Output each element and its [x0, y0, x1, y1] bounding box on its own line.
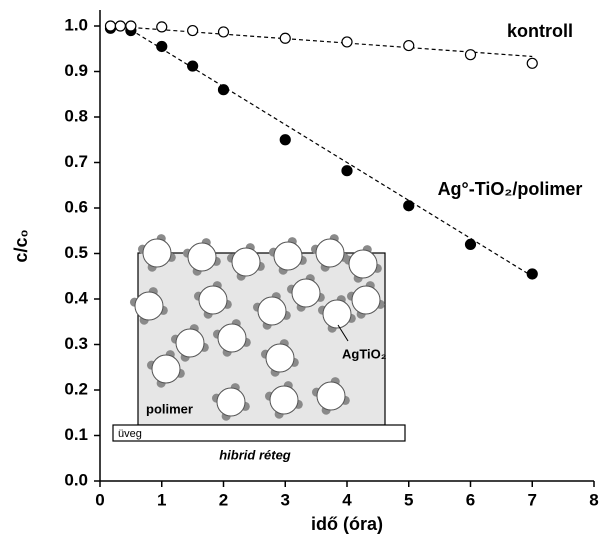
particle [257, 296, 287, 326]
x-tick-label: 2 [219, 490, 228, 509]
series-label: kontroll [507, 21, 573, 41]
particle [265, 343, 295, 373]
point [526, 268, 538, 280]
point [217, 26, 230, 38]
particle [187, 242, 217, 272]
point [526, 57, 538, 69]
x-tick-label: 3 [281, 490, 290, 509]
point [104, 20, 117, 32]
series-label: Ag°-TiO₂/polimer [438, 179, 583, 199]
point [217, 84, 230, 96]
point [187, 24, 199, 37]
particle [348, 249, 378, 279]
inset-label: üveg [118, 428, 142, 440]
point [464, 49, 477, 61]
particle [217, 323, 247, 353]
particle [273, 241, 303, 271]
y-tick-label: 0.7 [64, 152, 88, 171]
y-axis-label: c/c₀ [11, 229, 31, 262]
particle [269, 385, 299, 415]
x-tick-label: 8 [589, 490, 598, 509]
y-tick-label: 0.6 [64, 197, 88, 216]
point [156, 40, 168, 53]
x-tick-label: 5 [404, 490, 413, 509]
particle [198, 285, 228, 315]
y-tick-label: 0.3 [64, 334, 88, 353]
particle [231, 247, 261, 277]
point [403, 200, 415, 212]
point [279, 134, 291, 146]
particle [216, 387, 246, 417]
point [341, 36, 353, 48]
y-tick-label: 0.8 [64, 106, 88, 125]
y-tick-label: 0.2 [64, 379, 88, 398]
trend-line [110, 25, 533, 58]
point [464, 238, 477, 250]
point [279, 32, 291, 44]
y-tick-label: 0.9 [64, 61, 88, 80]
point [125, 20, 137, 32]
y-tick-label: 0.4 [64, 288, 88, 307]
particle [175, 328, 205, 358]
inset-label: polimer [146, 401, 193, 416]
x-tick-label: 4 [342, 490, 352, 509]
point [403, 39, 415, 52]
point [341, 165, 353, 177]
particle [315, 238, 345, 268]
y-tick-label: 0.5 [64, 243, 88, 262]
pointer [337, 324, 349, 342]
y-tick-label: 0.0 [64, 470, 88, 489]
particle [142, 238, 172, 268]
x-tick-label: 6 [466, 490, 475, 509]
point [187, 60, 199, 72]
particle [151, 354, 181, 384]
point [114, 20, 126, 32]
particle [134, 291, 164, 321]
y-tick-label: 0.1 [64, 425, 88, 444]
glass-layer [112, 424, 406, 442]
y-tick-label: 1.0 [64, 15, 88, 34]
inset-label: AgTiO₂ [342, 346, 387, 361]
x-tick-label: 0 [95, 490, 104, 509]
particle [291, 278, 321, 308]
particle [351, 285, 381, 315]
x-tick-label: 7 [528, 490, 537, 509]
point [156, 21, 168, 33]
inset-caption: hibrid réteg [219, 447, 291, 462]
x-axis-label: idő (óra) [311, 514, 383, 534]
particle [322, 299, 352, 329]
x-tick-label: 1 [157, 490, 166, 509]
particle [316, 381, 346, 411]
